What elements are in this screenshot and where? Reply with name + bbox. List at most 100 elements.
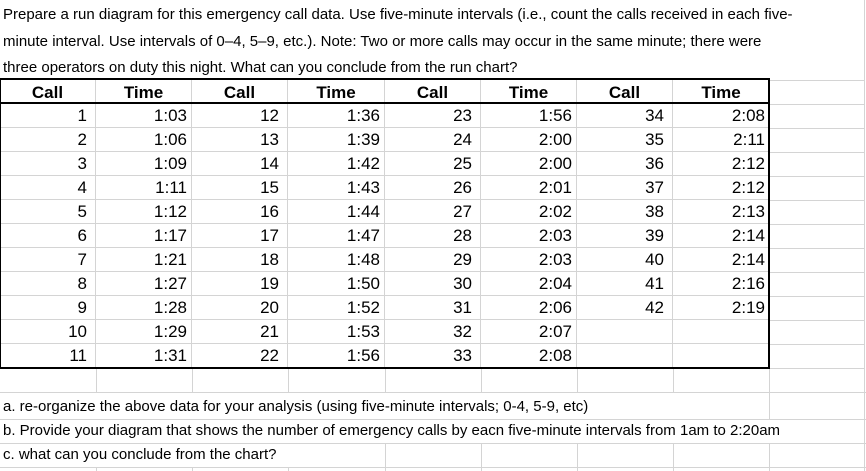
call-number-cell[interactable]: 5 xyxy=(0,200,96,224)
call-number-cell[interactable]: 3 xyxy=(0,152,96,176)
call-number-cell[interactable]: 29 xyxy=(385,248,481,272)
call-time-cell[interactable]: 2:19 xyxy=(673,296,769,320)
call-number-cell[interactable]: 37 xyxy=(577,176,673,200)
call-time-cell[interactable]: 2:14 xyxy=(673,248,769,272)
call-time-cell[interactable]: 1:43 xyxy=(288,176,385,200)
call-number-cell[interactable]: 8 xyxy=(0,272,96,296)
call-time-cell[interactable]: 1:29 xyxy=(96,320,192,344)
call-number-cell[interactable]: 21 xyxy=(192,320,288,344)
column-header-call[interactable]: Call xyxy=(192,80,288,104)
call-number-cell[interactable]: 24 xyxy=(385,128,481,152)
call-time-cell[interactable] xyxy=(673,320,769,344)
call-time-cell[interactable]: 2:03 xyxy=(481,224,577,248)
question-text-line-1[interactable]: Prepare a run diagram for this emergency… xyxy=(3,6,793,23)
call-time-cell[interactable]: 2:16 xyxy=(673,272,769,296)
call-time-cell[interactable]: 1:03 xyxy=(96,104,192,128)
footer-note-c[interactable]: c. what can you conclude from the chart? xyxy=(3,446,277,463)
call-number-cell[interactable]: 4 xyxy=(0,176,96,200)
column-header-call[interactable]: Call xyxy=(577,80,673,104)
column-header-time[interactable]: Time xyxy=(481,80,577,104)
call-time-cell[interactable] xyxy=(673,344,769,368)
call-time-cell[interactable]: 1:53 xyxy=(288,320,385,344)
call-time-cell[interactable]: 1:47 xyxy=(288,224,385,248)
call-time-cell[interactable]: 2:04 xyxy=(481,272,577,296)
column-header-time[interactable]: Time xyxy=(288,80,385,104)
call-number-cell[interactable]: 30 xyxy=(385,272,481,296)
call-time-cell[interactable]: 1:42 xyxy=(288,152,385,176)
call-number-cell[interactable]: 23 xyxy=(385,104,481,128)
call-number-cell[interactable]: 6 xyxy=(0,224,96,248)
call-number-cell[interactable]: 15 xyxy=(192,176,288,200)
call-number-cell[interactable]: 18 xyxy=(192,248,288,272)
footer-note-b[interactable]: b. Provide your diagram that shows the n… xyxy=(3,422,781,439)
call-number-cell[interactable]: 19 xyxy=(192,272,288,296)
call-time-cell[interactable]: 1:39 xyxy=(288,128,385,152)
call-time-cell[interactable]: 1:11 xyxy=(96,176,192,200)
call-time-cell[interactable]: 2:00 xyxy=(481,128,577,152)
call-number-cell[interactable]: 31 xyxy=(385,296,481,320)
call-time-cell[interactable]: 2:07 xyxy=(481,320,577,344)
call-time-cell[interactable]: 2:00 xyxy=(481,152,577,176)
call-number-cell[interactable]: 11 xyxy=(0,344,96,368)
call-time-cell[interactable]: 2:14 xyxy=(673,224,769,248)
call-time-cell[interactable]: 2:03 xyxy=(481,248,577,272)
call-time-cell[interactable]: 1:52 xyxy=(288,296,385,320)
call-time-cell[interactable]: 1:28 xyxy=(96,296,192,320)
call-time-cell[interactable]: 1:12 xyxy=(96,200,192,224)
call-time-cell[interactable]: 2:02 xyxy=(481,200,577,224)
call-time-cell[interactable]: 1:09 xyxy=(96,152,192,176)
call-time-cell[interactable]: 1:21 xyxy=(96,248,192,272)
call-number-cell[interactable]: 34 xyxy=(577,104,673,128)
call-number-cell[interactable]: 40 xyxy=(577,248,673,272)
column-header-call[interactable]: Call xyxy=(0,80,96,104)
call-number-cell[interactable]: 22 xyxy=(192,344,288,368)
call-time-cell[interactable]: 1:17 xyxy=(96,224,192,248)
call-time-cell[interactable]: 1:56 xyxy=(481,104,577,128)
question-text-line-3[interactable]: three operators on duty this night. What… xyxy=(3,59,518,76)
call-number-cell[interactable]: 38 xyxy=(577,200,673,224)
column-header-time[interactable]: Time xyxy=(701,83,741,102)
column-header-time[interactable]: Time xyxy=(96,80,192,104)
call-number-cell[interactable]: 13 xyxy=(192,128,288,152)
call-time-cell[interactable]: 1:27 xyxy=(96,272,192,296)
call-number-cell[interactable]: 16 xyxy=(192,200,288,224)
call-time-cell[interactable]: 2:13 xyxy=(673,200,769,224)
call-number-cell[interactable] xyxy=(577,344,673,368)
call-time-cell[interactable]: 1:50 xyxy=(288,272,385,296)
call-time-cell[interactable]: 2:08 xyxy=(673,104,769,128)
question-text-line-2[interactable]: minute interval. Use intervals of 0–4, 5… xyxy=(3,33,762,50)
call-number-cell[interactable]: 27 xyxy=(385,200,481,224)
call-number-cell[interactable]: 14 xyxy=(192,152,288,176)
call-number-cell[interactable]: 25 xyxy=(385,152,481,176)
call-number-cell[interactable]: 12 xyxy=(192,104,288,128)
call-number-cell[interactable]: 35 xyxy=(577,128,673,152)
call-number-cell[interactable]: 36 xyxy=(577,152,673,176)
call-time-cell[interactable]: 2:12 xyxy=(673,152,769,176)
call-time-cell[interactable]: 2:11 xyxy=(673,128,769,152)
call-time-cell[interactable]: 2:12 xyxy=(673,176,769,200)
call-number-cell[interactable]: 41 xyxy=(577,272,673,296)
call-number-cell[interactable] xyxy=(577,320,673,344)
call-time-cell[interactable]: 1:48 xyxy=(288,248,385,272)
call-number-cell[interactable]: 20 xyxy=(192,296,288,320)
call-time-cell[interactable]: 1:06 xyxy=(96,128,192,152)
call-time-cell[interactable]: 2:06 xyxy=(481,296,577,320)
call-number-cell[interactable]: 2 xyxy=(0,128,96,152)
call-number-cell[interactable]: 32 xyxy=(385,320,481,344)
call-time-cell[interactable]: 1:31 xyxy=(96,344,192,368)
call-time-cell[interactable]: 1:36 xyxy=(288,104,385,128)
call-time-cell[interactable]: 2:08 xyxy=(481,344,577,368)
call-number-cell[interactable]: 28 xyxy=(385,224,481,248)
call-number-cell[interactable]: 1 xyxy=(0,104,96,128)
call-time-cell[interactable]: 1:44 xyxy=(288,200,385,224)
call-time-cell[interactable]: 2:01 xyxy=(481,176,577,200)
column-header-call[interactable]: Call xyxy=(385,80,481,104)
call-number-cell[interactable]: 33 xyxy=(385,344,481,368)
call-time-cell[interactable]: 1:56 xyxy=(288,344,385,368)
call-number-cell[interactable]: 42 xyxy=(577,296,673,320)
footer-note-a[interactable]: a. re-organize the above data for your a… xyxy=(3,398,589,415)
call-number-cell[interactable]: 7 xyxy=(0,248,96,272)
call-number-cell[interactable]: 9 xyxy=(0,296,96,320)
call-number-cell[interactable]: 17 xyxy=(192,224,288,248)
call-number-cell[interactable]: 10 xyxy=(0,320,96,344)
